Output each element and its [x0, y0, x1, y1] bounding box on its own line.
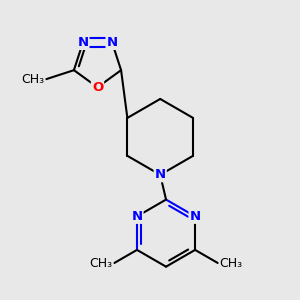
Text: N: N [190, 210, 201, 223]
Text: CH₃: CH₃ [90, 256, 113, 269]
Text: O: O [92, 81, 103, 94]
Text: CH₃: CH₃ [219, 256, 242, 269]
Text: N: N [77, 36, 88, 49]
Text: N: N [131, 210, 142, 223]
Text: N: N [154, 168, 166, 181]
Text: CH₃: CH₃ [22, 73, 45, 86]
Text: N: N [106, 36, 118, 49]
